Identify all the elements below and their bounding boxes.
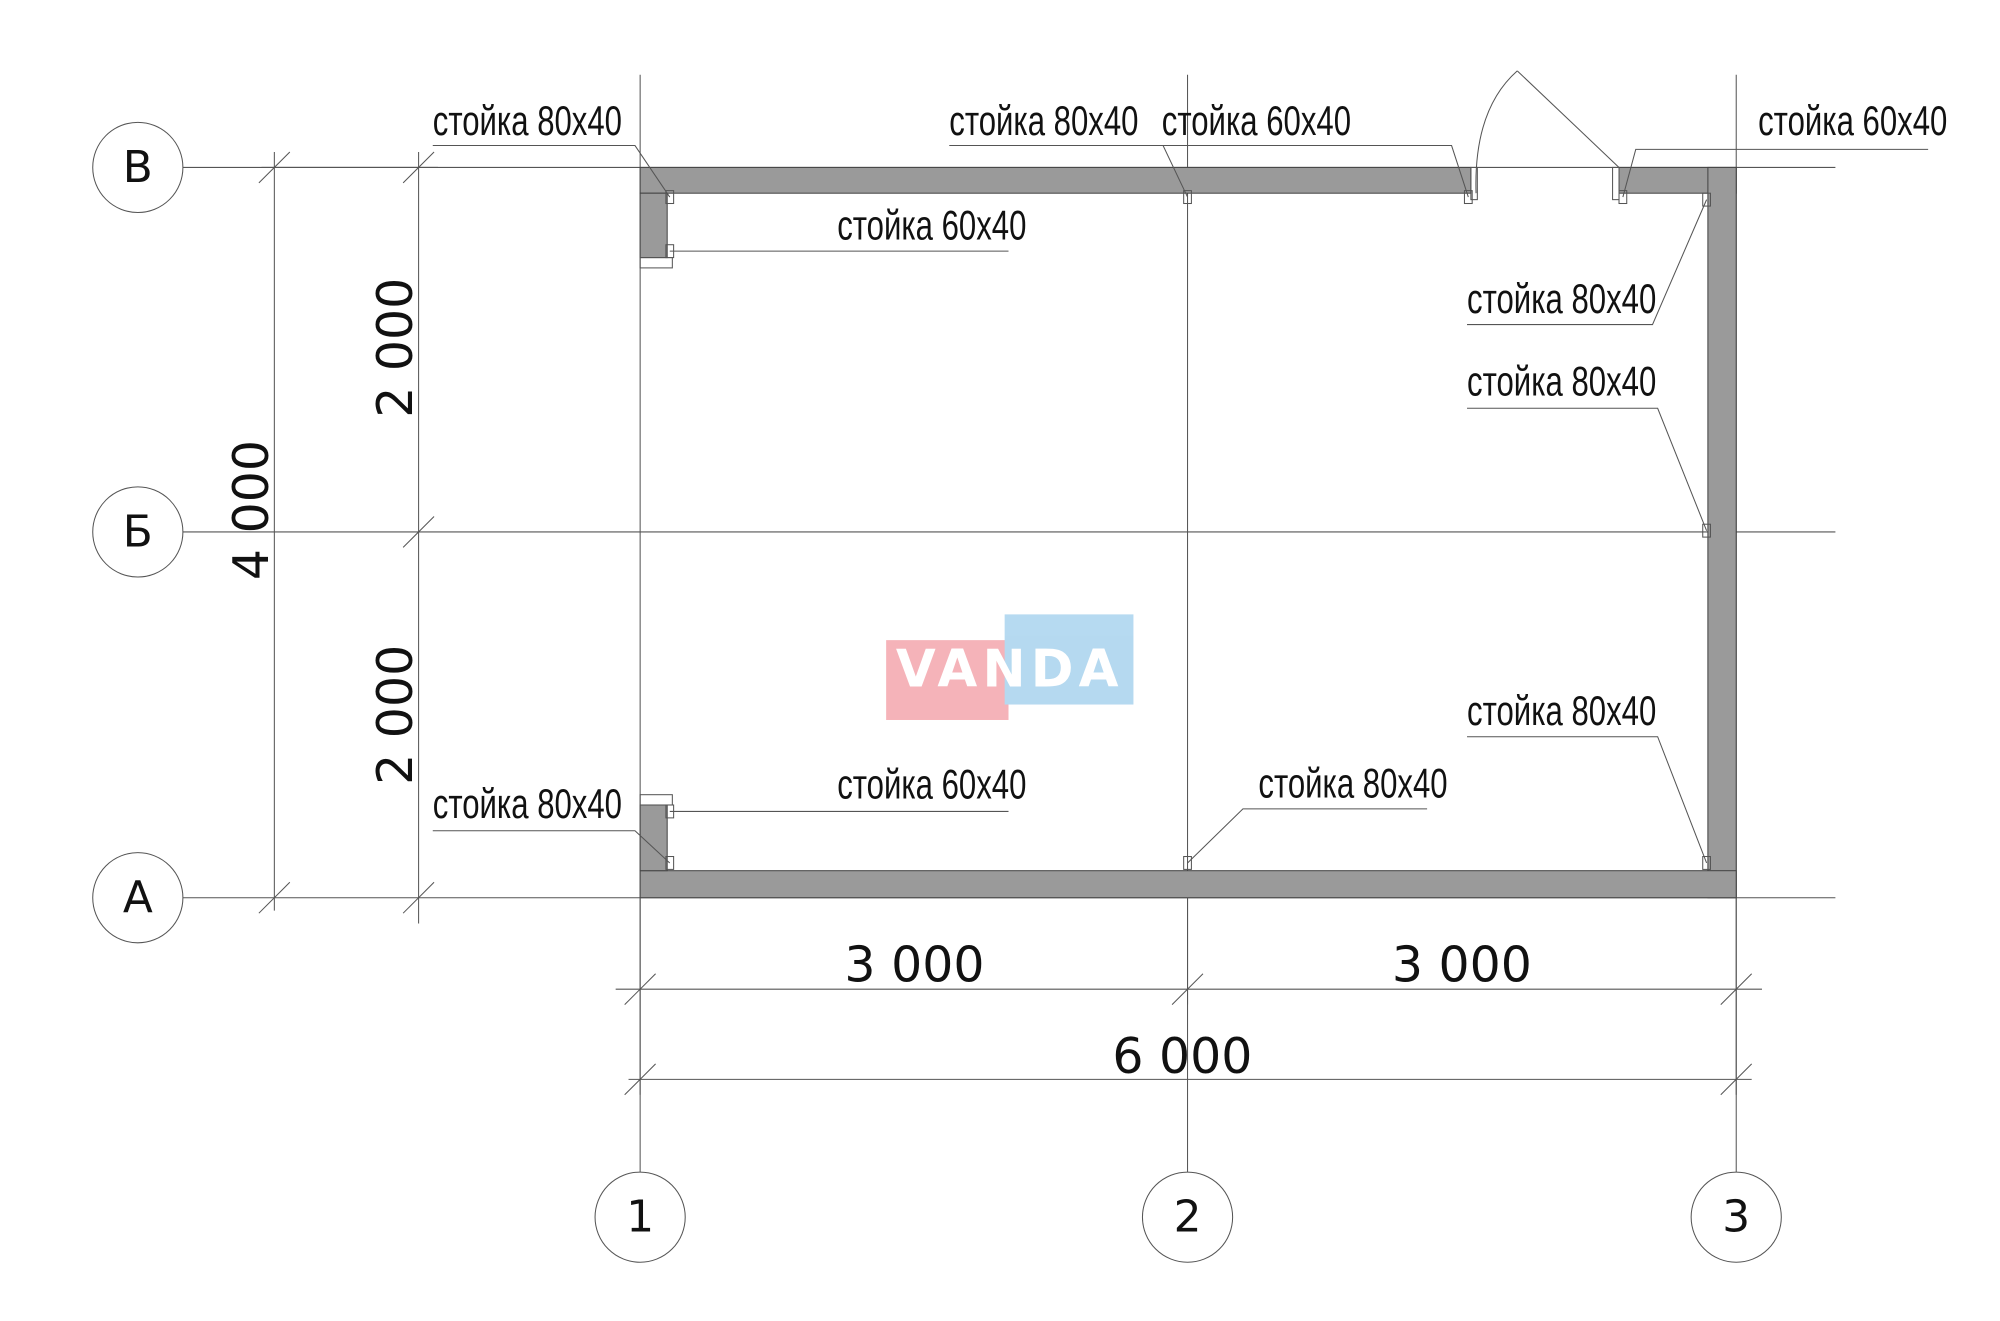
annotation-callout: стойка 80x40 xyxy=(1467,358,1711,538)
leader-line xyxy=(432,830,671,864)
axis-label-column: 1 xyxy=(626,1192,654,1243)
post-marker xyxy=(665,856,675,870)
axis-marker-column xyxy=(1690,1171,1782,1263)
walls xyxy=(639,166,1737,899)
axis-label-column: 3 xyxy=(1722,1192,1750,1243)
post-marker xyxy=(1618,190,1628,205)
dimension-tick xyxy=(402,516,435,548)
door-arc xyxy=(1475,70,1518,194)
dimension-tick xyxy=(258,151,291,184)
annotation-callout: стойка 80x40 xyxy=(432,780,675,870)
wall-top-left xyxy=(639,166,1472,194)
door-leaf xyxy=(1516,70,1620,168)
annotation-callout: стойка 60x40 xyxy=(1618,98,1947,205)
annotation-label: стойка 80x40 xyxy=(433,780,622,827)
axis-label-row: Б xyxy=(123,506,153,557)
leader-line xyxy=(1187,808,1428,864)
svg-text:VANDA: VANDA xyxy=(896,640,1124,700)
watermark-block-blue xyxy=(1004,614,1134,705)
annotation-label: стойка 80x40 xyxy=(1467,688,1656,735)
axis-marker-row xyxy=(92,486,184,578)
watermark-block-pink xyxy=(886,640,1009,720)
door-swing xyxy=(1470,70,1620,201)
dimension-tick xyxy=(402,151,435,184)
annotation-callout: стойка 60x40 xyxy=(665,202,1026,259)
annotation-label: стойка 60x40 xyxy=(1162,98,1351,145)
annotation-label: стойка 80x40 xyxy=(433,98,622,145)
post-marker xyxy=(1702,192,1711,207)
axis-marker-row xyxy=(92,852,184,944)
vanda-watermark-logo: VANDA xyxy=(886,614,1134,720)
dimension-vertical-upper: 2 000 xyxy=(367,278,424,418)
post-marker xyxy=(1702,523,1711,538)
post xyxy=(639,794,673,806)
annotation-callout: стойка 60x40 xyxy=(1161,98,1473,205)
door-jamb xyxy=(1612,166,1620,201)
leader-line xyxy=(1467,407,1708,531)
axis-marker-column xyxy=(594,1171,686,1263)
axis-label-row: В xyxy=(123,142,153,193)
annotation-label: стойка 80x40 xyxy=(1467,358,1656,405)
post-marker xyxy=(1463,190,1473,205)
dimension-horizontal-left: 3 000 xyxy=(844,936,984,993)
annotation-label: стойка 80x40 xyxy=(1258,760,1447,807)
annotation-callout: стойка 80x40 xyxy=(432,98,675,205)
annotation-callout: стойка 80x40 xyxy=(1467,688,1711,870)
wall-left-lower xyxy=(639,804,668,872)
leader-line xyxy=(432,145,671,198)
post-marker xyxy=(665,244,675,259)
post xyxy=(639,257,673,269)
dimension-tick xyxy=(1720,973,1753,1006)
dimension-tick xyxy=(402,881,435,914)
wall-bottom xyxy=(639,870,1737,899)
leader-line xyxy=(1467,736,1708,864)
post-marker xyxy=(1183,190,1192,205)
axis-label-row: А xyxy=(123,872,153,923)
annotation-label: стойка 60x40 xyxy=(1758,98,1947,145)
axis-marker-row xyxy=(92,121,184,214)
dimension-tick xyxy=(1171,973,1204,1006)
post-annotations: стойка 80x40 стойка 60x40 стойка 80x40 стой… xyxy=(432,98,1947,870)
dimension-tick xyxy=(258,881,291,914)
post-marker xyxy=(665,804,675,819)
dimension-tick xyxy=(624,973,656,1006)
annotation-callout: стойка 80x40 xyxy=(949,98,1192,205)
axis-marker-column xyxy=(1141,1171,1234,1263)
wall-right xyxy=(1707,166,1737,899)
post-marker xyxy=(665,190,675,205)
annotation-callout: стойка 80x40 xyxy=(1467,192,1711,326)
wall-left-upper xyxy=(639,192,668,259)
annotation-callout: стойка 80x40 xyxy=(1183,760,1448,870)
annotation-label: стойка 80x40 xyxy=(1467,276,1656,323)
dimension-horizontal-total: 6 000 xyxy=(1112,1028,1252,1085)
post-marker xyxy=(1702,856,1711,870)
leader-line xyxy=(1467,199,1708,326)
annotation-callout: стойка 60x40 xyxy=(665,761,1026,819)
dimension-tick xyxy=(624,1063,656,1096)
annotation-label: стойка 60x40 xyxy=(837,761,1026,808)
dimension-lines xyxy=(258,151,1762,1096)
annotation-label: стойка 80x40 xyxy=(949,98,1138,145)
post-marker xyxy=(1183,856,1192,870)
axis-label-column: 2 xyxy=(1174,1192,1202,1243)
axis-markers: В Б А 1 2 3 xyxy=(92,121,1782,1263)
dimension-vertical-lower: 2 000 xyxy=(367,645,424,785)
dimension-tick xyxy=(1720,1063,1753,1096)
dimension-horizontal-right: 3 000 xyxy=(1392,936,1532,993)
leader-line xyxy=(1161,145,1469,198)
leader-line xyxy=(1622,148,1929,198)
dimension-vertical-total: 4 000 xyxy=(223,440,280,580)
annotation-label: стойка 60x40 xyxy=(837,202,1026,249)
door-jamb xyxy=(1470,166,1478,201)
